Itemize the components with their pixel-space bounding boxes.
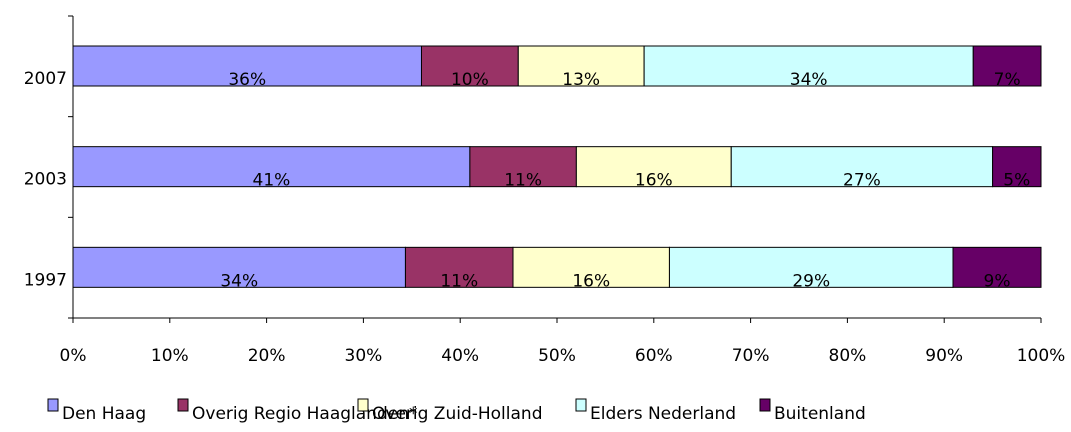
y-tick-label: 2007 [24, 69, 67, 89]
bar-segment [469, 146, 577, 188]
x-tick-label: 10% [151, 346, 189, 366]
bar-segment [72, 146, 471, 188]
bar-segment [512, 246, 670, 288]
legend-label: Overig Zuid-Holland [372, 404, 543, 424]
x-tick-label: 40% [441, 346, 479, 366]
value-label: 10% [451, 70, 489, 90]
x-tick-label: 90% [925, 346, 963, 366]
value-label: 9% [984, 271, 1011, 291]
value-label: 29% [792, 271, 830, 291]
bar-segment [992, 146, 1042, 188]
bar-segment [72, 45, 422, 87]
value-label: 27% [843, 171, 881, 191]
legend-swatch [759, 398, 771, 412]
value-label: 36% [228, 70, 266, 90]
y-tick-label: 1997 [24, 270, 67, 290]
x-tick-label: 80% [829, 346, 867, 366]
y-tick-label: 2003 [24, 170, 67, 190]
value-label: 5% [1003, 171, 1030, 191]
bar-segment [575, 146, 732, 188]
x-tick-label: 0% [60, 346, 87, 366]
value-label: 41% [253, 171, 291, 191]
value-label: 34% [790, 70, 828, 90]
legend-swatch [177, 398, 189, 412]
legend-swatch [575, 398, 587, 412]
x-tick-label: 20% [248, 346, 286, 366]
x-tick-label: 100% [1017, 346, 1066, 366]
legend-label: Elders Nederland [590, 404, 736, 424]
x-tick-label: 30% [345, 346, 383, 366]
legend-swatch [357, 398, 369, 412]
legend-swatch [47, 398, 59, 412]
bar-segment [72, 246, 406, 288]
bar-segment [730, 146, 994, 188]
value-label: 16% [572, 271, 610, 291]
value-label: 7% [994, 70, 1021, 90]
legend-label: Buitenland [774, 404, 866, 424]
bar-segment [404, 246, 514, 288]
x-tick-label: 60% [635, 346, 673, 366]
bar-segment [952, 246, 1042, 288]
value-label: 11% [440, 271, 478, 291]
legend-label: Den Haag [62, 404, 146, 424]
value-label: 16% [635, 171, 673, 191]
value-label: 13% [562, 70, 600, 90]
x-tick-label: 50% [538, 346, 576, 366]
bar-segment [972, 45, 1042, 87]
value-label: 11% [504, 171, 542, 191]
x-tick-label: 70% [732, 346, 770, 366]
value-label: 34% [220, 271, 258, 291]
